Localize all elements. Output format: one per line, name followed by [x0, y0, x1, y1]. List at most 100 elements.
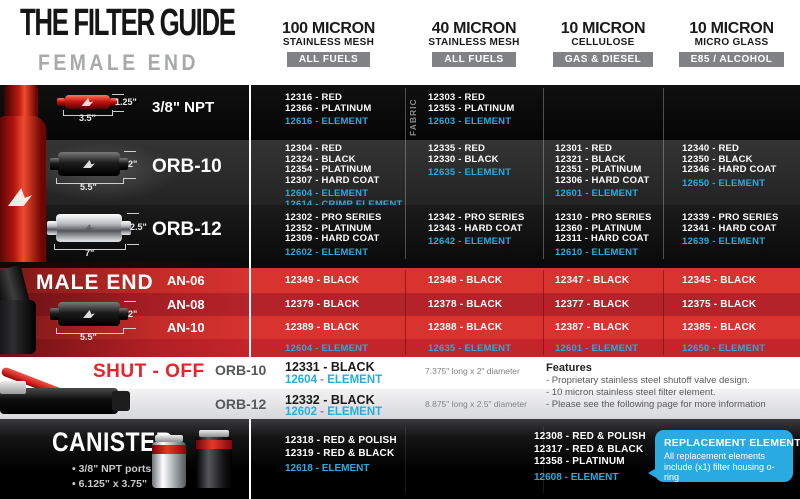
column-header-10-micron-micro-glass: 10 MICRON MICRO GLASS E85 / ALCOHOL — [663, 20, 800, 67]
aeromotive-logo-icon — [83, 160, 95, 168]
part-number: 12317 - RED & BLACK — [534, 443, 644, 455]
part-number: 12306 - HARD COAT — [555, 174, 650, 186]
width-dimension: 3.5" — [79, 113, 96, 123]
filter-fitting — [57, 98, 65, 106]
part-number-list: 12340 - RED 12350 - BLACK 12346 - HARD COA… — [682, 143, 800, 176]
element-part-number: 12650 - ELEMENT — [682, 177, 766, 189]
fuel-badge: ALL FUELS — [286, 52, 371, 67]
cell-an10-microglass: 12385 - BLACK — [682, 322, 757, 333]
mounting-bracket — [199, 430, 229, 437]
element-number-list: 12616 - ELEMENT — [285, 116, 438, 128]
element-number-list: 12639 - ELEMENT — [682, 236, 800, 248]
filter-fitting — [50, 308, 59, 320]
part-number: 12366 - PLATINUM — [285, 102, 372, 114]
part-number: 12332 - BLACK — [285, 393, 375, 407]
fuel-badge: GAS & DIESEL — [552, 52, 654, 67]
element-part-number: 12614 - CRIMP ELEMENT — [285, 198, 403, 205]
element-part-number: 12602 - ELEMENT — [285, 246, 369, 258]
canister-specs: • 3/8" NPT ports. • 6.125" x 3.75" — [72, 462, 154, 492]
height-dimension: 2" — [128, 159, 138, 169]
element-part-number: 12635 - ELEMENT — [428, 167, 512, 178]
element-part-number: 12608 - ELEMENT — [534, 471, 619, 483]
column-subtitle: MICRO GLASS — [694, 37, 769, 48]
fuel-badge: ALL FUELS — [432, 52, 516, 67]
cell-orb10-40micron: 12335 - RED 12330 - BLACK 12635 - ELEMENT — [405, 140, 566, 179]
features-list: - Proprietary stainless steel shutoff va… — [546, 375, 766, 411]
male-end-section-label: MALE END — [36, 271, 154, 294]
part-number: 12335 - RED — [428, 143, 486, 154]
feature-item: - Proprietary stainless steel shutoff va… — [546, 375, 750, 386]
aeromotive-logo-icon — [83, 224, 95, 232]
cell-canister-cellulose: 12308 - RED & POLISH 12317 - RED & BLACK 1… — [534, 431, 646, 484]
row-orb12: 12302 - PRO SERIES 12352 - PLATINUM 12309 … — [0, 205, 800, 262]
red-filter-photo — [0, 116, 46, 262]
element-part-number: 12635 - ELEMENT — [428, 343, 512, 354]
element-number-list: 12604 - ELEMENT 12614 - CRIMP ELEMENT — [285, 188, 438, 205]
page-title: THE FILTER GUIDE — [20, 2, 236, 44]
part-number: 12354 - PLATINUM — [285, 164, 372, 175]
shutoff-section-label: SHUT - OFF — [93, 361, 205, 382]
filter-fitting — [119, 308, 128, 320]
element-part-number: 12604 - ELEMENT — [285, 374, 383, 386]
column-title: 10 MICRON — [560, 20, 646, 37]
column-title: 100 MICRON — [281, 20, 376, 37]
an-fitting-photo — [0, 300, 36, 354]
width-dimension: 5.5" — [80, 332, 97, 342]
column-title: 40 MICRON — [431, 20, 517, 37]
fuel-badge: E85 / ALCOHOL — [678, 52, 785, 67]
column-divider — [663, 88, 664, 259]
cell-orb10-cellulose: 12301 - RED 12321 - BLACK 12351 - PLATINUM… — [543, 140, 675, 200]
canister-photo-silver — [152, 435, 186, 488]
element-part-number: 12610 - ELEMENT — [555, 246, 639, 258]
width-dimension-line — [63, 110, 113, 116]
part-number: 12330 - BLACK — [428, 153, 499, 165]
element-part-number: 12604 - ELEMENT — [285, 343, 369, 354]
height-dimension: 2" — [128, 309, 138, 319]
height-dimension-line — [124, 301, 136, 329]
column-header-10-micron-cellulose: 10 MICRON CELLULOSE GAS & DIESEL — [543, 20, 663, 67]
column-subtitle: STAINLESS MESH — [428, 37, 520, 48]
element-part-number: 12650 - ELEMENT — [682, 343, 766, 354]
height-dimension-line — [112, 94, 124, 112]
cell-orb12-40micron: 12342 - PRO SERIES 12343 - HARD COAT 1264… — [405, 207, 566, 248]
part-number-list: 12335 - RED 12330 - BLACK — [428, 143, 566, 165]
row-label-an10: AN-10 — [167, 320, 205, 335]
element-part-number: 12601 - ELEMENT — [555, 188, 639, 199]
element-number-list: 12610 - ELEMENT — [555, 246, 675, 259]
column-divider — [405, 270, 406, 355]
element-number-list: 12602 - ELEMENT — [285, 246, 438, 259]
badge-text: All replacement elements include (x1) fi… — [664, 451, 775, 482]
feature-item: - Please see the following page for more… — [546, 399, 766, 410]
cell-an08-40micron: 12378 - BLACK — [428, 299, 503, 310]
part-number-list: 12302 - PRO SERIES 12352 - PLATINUM 12309 … — [285, 212, 438, 245]
cell-an06-100micron: 12349 - BLACK — [285, 275, 360, 286]
shutoff-valve-hinge — [0, 381, 26, 394]
cell-npt-40micron: 12303 - RED 12353 - PLATINUM 12603 - ELEM… — [405, 87, 566, 128]
filter-fitting — [119, 158, 128, 170]
filter-image-red — [65, 95, 110, 109]
aeromotive-logo-icon — [83, 310, 95, 318]
red-filter-photo — [4, 85, 38, 119]
width-dimension-line — [56, 178, 124, 184]
part-number: 12321 - BLACK — [555, 153, 626, 165]
part-number: 12353 - PLATINUM — [428, 102, 515, 114]
column-divider — [663, 270, 664, 355]
part-number: 12304 - RED — [285, 143, 343, 154]
part-number-list: 12308 - RED & POLISH 12317 - RED & BLACK 1… — [534, 431, 646, 469]
part-number: 12352 - PLATINUM — [285, 222, 372, 234]
cell-orb12-100micron: 12302 - PRO SERIES 12352 - PLATINUM 12309 … — [252, 207, 438, 258]
filter-image-black — [58, 302, 120, 326]
height-dimension-line — [127, 213, 139, 245]
row-label-npt: 3/8" NPT — [152, 99, 215, 116]
column-divider — [543, 427, 544, 493]
element-part-number: 12618 - ELEMENT — [285, 463, 370, 474]
row-label-an06: AN-06 — [167, 273, 205, 288]
element-number-list: 12603 - ELEMENT — [428, 116, 566, 128]
part-number-list: 12301 - RED 12321 - BLACK 12351 - PLATINUM… — [555, 143, 675, 186]
cell-canister-100micron: 12318 - RED & POLISH 12319 - RED & BLACK … — [285, 435, 397, 475]
element-part-number: 12603 - ELEMENT — [428, 116, 512, 127]
part-number: 12316 - RED — [285, 92, 343, 103]
section-divider — [0, 262, 800, 268]
part-number: 12308 - RED & POLISH — [534, 431, 646, 442]
part-number-list: 12304 - RED 12324 - BLACK 12354 - PLATINUM… — [285, 143, 438, 186]
